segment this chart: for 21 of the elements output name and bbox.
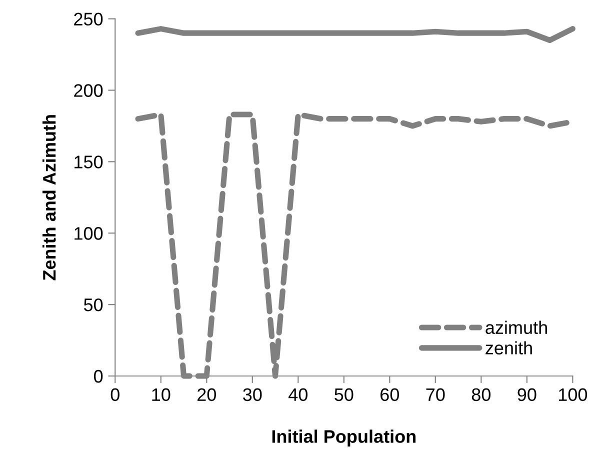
y-tick-label: 100 [74, 227, 103, 240]
y-axis-title: Zenith and Azimuth [42, 115, 56, 280]
x-tick-label: 60 [380, 388, 399, 402]
y-tick-label: 250 [74, 12, 103, 26]
x-tick-label: 40 [288, 388, 308, 402]
y-tick-label: 0 [94, 370, 103, 383]
x-tick-label: 100 [558, 388, 588, 402]
y-tick-label: 200 [74, 84, 103, 97]
x-tick-label: 90 [518, 388, 536, 402]
x-tick-label: 10 [152, 388, 170, 402]
y-tick-label: 50 [84, 298, 103, 312]
x-tick-label: 50 [334, 388, 354, 402]
x-tick-label: 80 [472, 388, 490, 402]
x-tick-label: 0 [110, 388, 120, 402]
legend-label: azimuth [486, 320, 547, 334]
x-axis-title: Initial Population [272, 430, 416, 446]
y-tick-label: 150 [74, 156, 103, 168]
x-tick-label: 30 [243, 388, 262, 402]
legend-label: zenith [486, 341, 532, 354]
x-tick-label: 70 [426, 388, 445, 402]
x-tick-label: 20 [198, 388, 216, 402]
